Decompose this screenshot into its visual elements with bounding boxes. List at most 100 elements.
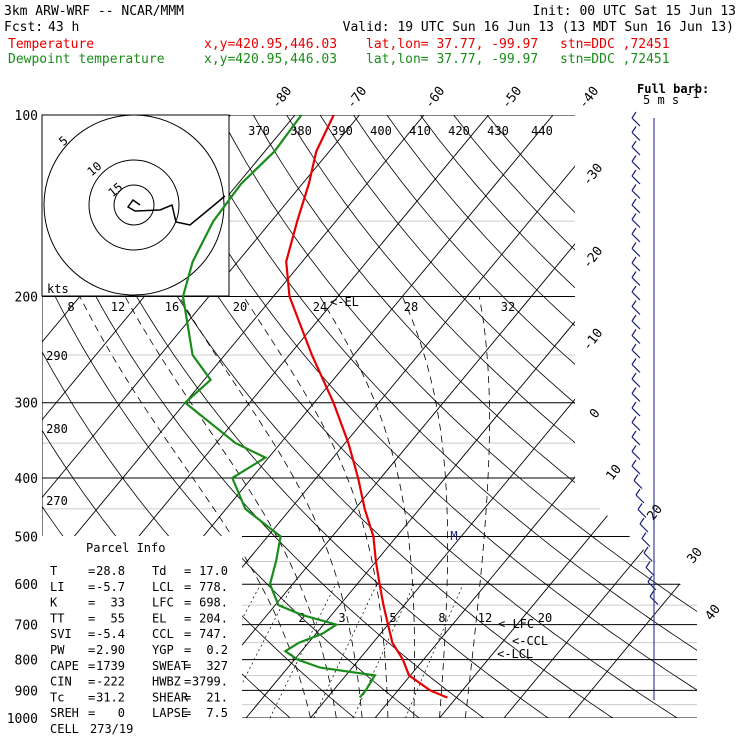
pressure-tick-label: 400 — [15, 472, 38, 487]
wind-barb — [631, 358, 641, 373]
parcel-key: LCL — [152, 580, 174, 594]
parcel-equals: = — [184, 643, 191, 657]
mixing-ratio-label: 3 — [338, 611, 345, 625]
isotherm-line — [428, 115, 697, 718]
hodograph-x-label: 12 — [111, 300, 125, 314]
parcel-equals: = — [88, 611, 95, 625]
level-label: <-LCL — [497, 647, 533, 661]
isotherm-line — [557, 115, 697, 718]
wind-barb — [631, 111, 641, 127]
hodograph-x-label: 8 — [67, 300, 74, 314]
parcel-equals: = — [88, 659, 95, 673]
parcel-value: 55 — [111, 611, 125, 625]
parcel-value: 327 — [206, 659, 228, 673]
parcel-key: PW — [50, 643, 65, 657]
theta-label: 430 — [487, 124, 509, 138]
mixing-ratio-label: 8 — [438, 611, 445, 625]
pressure-tick-label: 300 — [15, 397, 38, 412]
dry-adiabat — [42, 115, 437, 718]
theta-label: 400 — [370, 124, 392, 138]
parcel-value: 17.0 — [199, 564, 228, 578]
barb-legend-value: 5 m s — [643, 93, 679, 107]
parcel-value: 747. — [199, 627, 228, 641]
isotherm-line — [0, 115, 37, 731]
hodograph-box — [41, 114, 230, 297]
parcel-equals: = — [88, 706, 95, 720]
isotherm-label: -70 — [344, 84, 370, 112]
wind-barb — [631, 140, 641, 156]
isotherm-label: 20 — [645, 502, 666, 524]
forecast-hours: 43 h — [48, 20, 79, 35]
wind-barb — [631, 155, 641, 170]
parcel-key: SVI — [50, 627, 72, 641]
wind-barb — [631, 285, 641, 301]
wind-barb — [631, 271, 641, 286]
isotherm-label: -80 — [269, 84, 295, 112]
parcel-equals: = — [184, 706, 191, 720]
theta-label: 420 — [448, 124, 470, 138]
wind-barb — [631, 343, 641, 359]
isotherm-label: -30 — [580, 161, 606, 189]
isotherm-label: -50 — [499, 84, 525, 112]
isotherm-line — [299, 115, 697, 718]
wind-barb — [631, 242, 641, 257]
wind-barb — [631, 329, 641, 344]
wind-barb — [631, 430, 641, 446]
wind-barb — [631, 401, 641, 417]
dry-adiabat — [453, 115, 697, 718]
dewpoint-profile — [181, 114, 377, 699]
dry-adiabat — [42, 115, 502, 718]
wind-barb — [631, 445, 641, 460]
isotherm-label: 30 — [685, 545, 706, 567]
parcel-info-title: Parcel Info — [86, 541, 165, 555]
moist-adiabat — [124, 296, 337, 718]
pressure-tick-label: 600 — [15, 578, 38, 593]
moist-adiabat — [464, 296, 490, 718]
hodograph-ring — [113, 184, 155, 226]
pressure-tick-label: 800 — [15, 654, 38, 669]
dewpoint-latlon: lat,lon= 37.77, -99.97 — [366, 52, 538, 67]
wind-barb — [633, 474, 643, 489]
init-time: Init: 00 UTC Sat 15 Jun 13 — [533, 4, 737, 19]
mixing-ratio-line — [269, 584, 336, 718]
hodograph-units: kts — [47, 282, 69, 296]
wind-barb — [643, 546, 653, 562]
wind-barb — [631, 184, 641, 199]
parcel-key: K — [50, 596, 58, 610]
forecast-label: Fcst: — [4, 20, 43, 35]
theta-label: 440 — [531, 124, 553, 138]
hodograph-trace — [126, 195, 226, 226]
isotherm-line — [493, 115, 697, 718]
isotherm-line — [42, 115, 425, 718]
parcel-key: CIN — [50, 675, 72, 689]
dry-adiabat — [86, 115, 633, 718]
parcel-equals: = — [184, 596, 191, 610]
theta-label: 410 — [409, 124, 431, 138]
dry-adiabat — [353, 115, 697, 718]
dry-adiabat — [186, 115, 697, 718]
dry-adiabat — [219, 115, 697, 718]
parcel-value: 204. — [199, 611, 228, 625]
parcel-equals: = — [88, 580, 95, 594]
parcel-info-box — [42, 536, 242, 718]
hodograph-ring — [88, 159, 180, 251]
pressure-tick-label: 200 — [15, 291, 38, 306]
barb-legend-title: Full barb: — [637, 82, 709, 96]
dewpoint-station: stn=DDC ,72451 — [560, 52, 670, 67]
wind-barb — [631, 459, 641, 475]
parcel-equals: = — [88, 596, 95, 610]
parcel-value: 28.8 — [96, 564, 125, 578]
temperature-station: stn=DDC ,72451 — [560, 37, 670, 52]
parcel-key: LI — [50, 580, 64, 594]
parcel-key: LFC — [152, 596, 174, 610]
moist-adiabat — [402, 296, 448, 718]
parcel-key: YGP — [152, 643, 174, 657]
parcel-equals: = — [184, 627, 191, 641]
parcel-key: TT — [50, 611, 64, 625]
parcel-equals: = — [184, 659, 191, 673]
dry-adiabat — [419, 115, 697, 718]
parcel-value: 1739 — [96, 659, 125, 673]
wind-barb — [631, 126, 641, 141]
isotherm-label: -40 — [576, 84, 602, 112]
dewpoint-legend-label: Dewpoint temperature — [8, 52, 165, 67]
